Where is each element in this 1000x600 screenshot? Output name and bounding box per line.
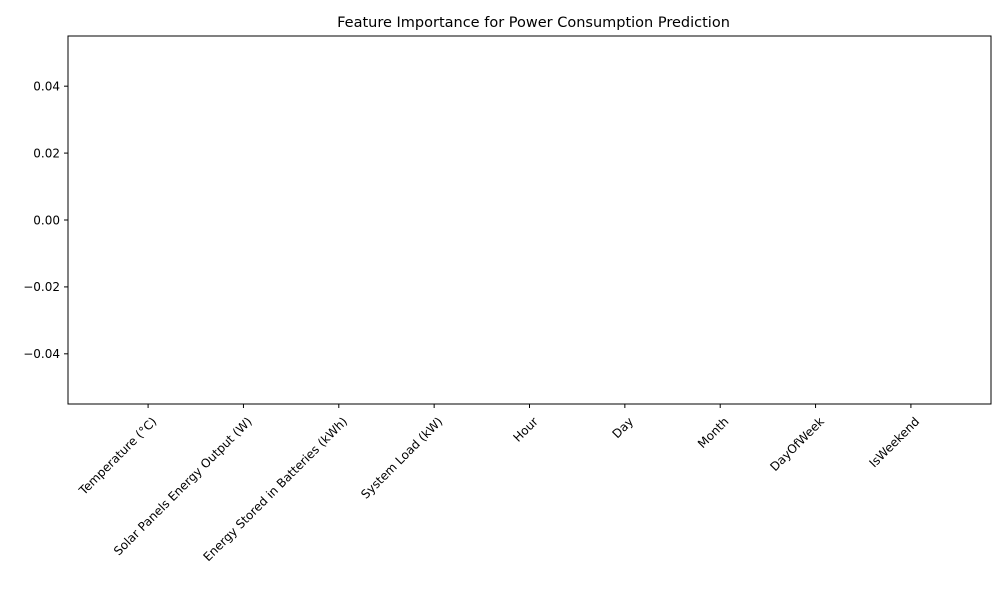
chart-title: Feature Importance for Power Consumption…: [337, 15, 730, 31]
x-tick-label: IsWeekend: [866, 414, 922, 470]
x-tick-label: Day: [610, 414, 637, 441]
x-tick-label: Month: [695, 414, 732, 451]
x-tick-label: Hour: [511, 414, 541, 444]
y-tick-label: −0.02: [23, 280, 60, 294]
x-tick-label: System Load (kW): [358, 414, 445, 501]
x-tick-label: Temperature (°C): [76, 414, 160, 498]
plot-area-frame: [67, 35, 992, 405]
y-tick-label: −0.04: [23, 347, 60, 361]
x-tick-label: DayOfWeek: [767, 414, 827, 474]
y-tick-label: 0.02: [33, 146, 60, 160]
x-axis: Temperature (°C)Solar Panels Energy Outp…: [76, 404, 922, 564]
y-tick-label: 0.00: [33, 213, 60, 227]
y-tick-label: 0.04: [33, 79, 60, 93]
y-axis: −0.04 −0.02 0.00 0.02 0.04: [23, 79, 68, 361]
